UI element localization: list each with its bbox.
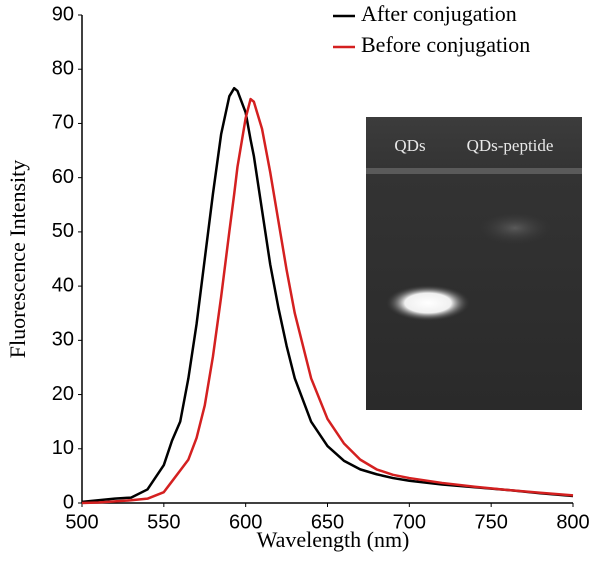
inset-label: QDs [394, 136, 425, 155]
gel-well [366, 168, 582, 174]
inset-label: QDs-peptide [467, 136, 554, 155]
x-axis-label: Wavelength (nm) [257, 527, 410, 552]
gel-background [366, 117, 582, 410]
y-tick-label: 20 [52, 383, 74, 405]
gel-band [386, 285, 470, 321]
legend-label: After conjugation [361, 1, 517, 26]
gel-band [479, 212, 551, 244]
x-tick-label: 550 [147, 511, 180, 533]
x-tick-label: 650 [311, 511, 344, 533]
y-axis-label: Fluorescence Intensity [5, 160, 30, 359]
x-tick-label: 600 [229, 511, 262, 533]
x-tick-label: 800 [556, 511, 589, 533]
inset-photo: QDs QDs-peptide [366, 117, 582, 410]
y-tick-label: 10 [52, 437, 74, 459]
y-tick-label: 0 [63, 491, 74, 513]
y-tick-label: 40 [52, 274, 74, 296]
x-tick-label: 500 [65, 511, 98, 533]
x-tick-label: 750 [474, 511, 507, 533]
x-tick-label: 700 [393, 511, 426, 533]
series-line [81, 86, 574, 504]
legend-label: Before conjugation [361, 32, 530, 57]
y-tick-label: 80 [52, 58, 74, 80]
y-tick-label: 70 [52, 112, 74, 134]
series-line [81, 97, 574, 505]
y-tick-label: 90 [52, 3, 74, 25]
y-tick-label: 60 [52, 166, 74, 188]
y-tick-label: 30 [52, 329, 74, 351]
y-tick-label: 50 [52, 220, 74, 242]
